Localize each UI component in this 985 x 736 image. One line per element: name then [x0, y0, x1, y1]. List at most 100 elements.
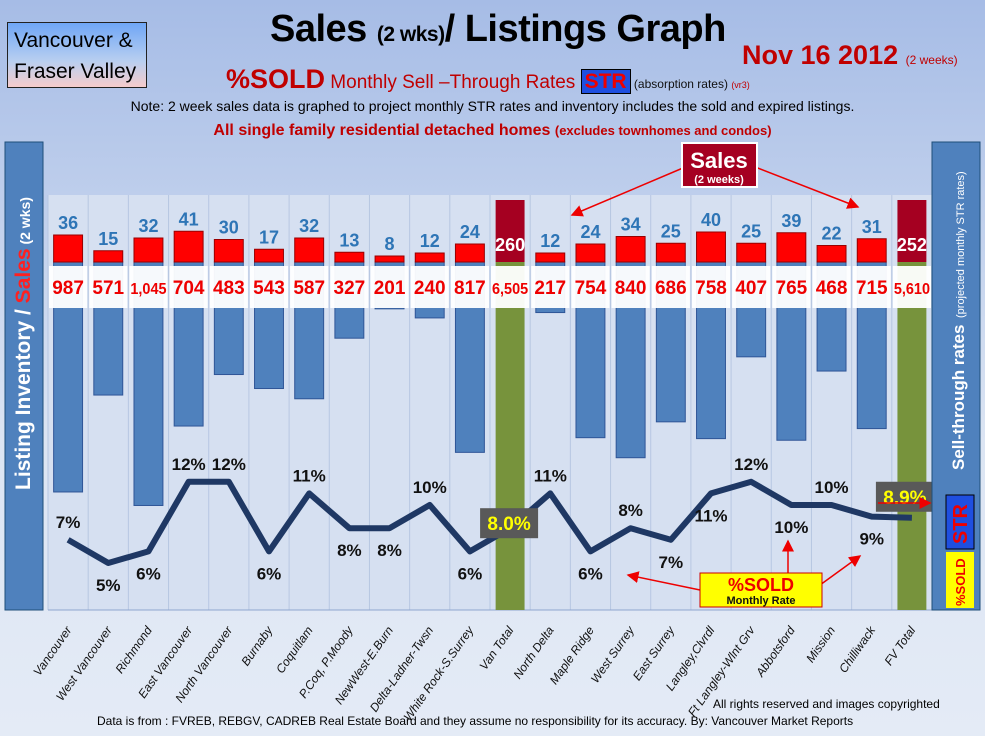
sales-label: 17 — [259, 227, 279, 247]
inventory-label: 5,610 — [894, 281, 930, 298]
title-rest: / Listings Graph — [444, 8, 727, 50]
annotation-arrow — [749, 164, 860, 209]
date-small: (2 weeks) — [905, 53, 958, 67]
str-label: 12% — [172, 455, 206, 474]
category-label: FV Total — [882, 623, 919, 668]
str-label: 7% — [56, 513, 81, 532]
inventory-label-bg — [169, 266, 208, 308]
str-label: 10% — [774, 518, 808, 537]
sales-bar — [213, 239, 244, 263]
sales-label: 13 — [339, 230, 359, 250]
inventory-label: 758 — [695, 278, 727, 299]
inventory-label: 754 — [575, 278, 607, 299]
inventory-label: 686 — [655, 278, 687, 299]
str-label: 6% — [136, 564, 161, 583]
data-source: Data is from : FVREB, REBGV, CADREB Real… — [97, 714, 854, 728]
inventory-label-bg — [249, 266, 289, 308]
sales-callout-small: (2 weeks) — [694, 174, 744, 186]
region-label: Vancouver & Fraser Valley — [7, 22, 147, 88]
category-label: Richmond — [112, 623, 155, 676]
sales-callout-text: Sales — [690, 148, 748, 173]
sales-label: 40 — [701, 210, 721, 230]
sales-bar — [535, 252, 566, 263]
sales-bar — [334, 251, 365, 263]
str-badge: STR — [580, 69, 631, 94]
sales-bar — [173, 230, 204, 263]
sales-bar — [856, 238, 887, 263]
copyright: All rights reserved and images copyright… — [713, 697, 940, 711]
annotation-arrow — [626, 571, 701, 591]
inventory-label: 1,045 — [130, 281, 166, 298]
scope-small: (excludes townhomes and condos) — [554, 123, 772, 138]
str-label: 7% — [659, 553, 684, 572]
sales-label: 32 — [299, 216, 319, 236]
sales-bar — [93, 250, 124, 263]
inventory-label: 543 — [253, 278, 285, 299]
inventory-label-bg — [129, 266, 168, 308]
inventory-label: 817 — [454, 278, 486, 299]
str-label: 6% — [257, 564, 282, 583]
str-label: 10% — [815, 478, 849, 497]
inventory-label: 987 — [52, 278, 84, 299]
sales-callout — [681, 142, 758, 188]
inventory-label-bg — [772, 266, 811, 308]
category-label: Abbotsford — [752, 623, 798, 680]
sales-label: 32 — [138, 216, 158, 236]
right-str-badge — [945, 494, 975, 550]
category-label: Coquitlam — [273, 624, 315, 676]
inventory-label: 6,505 — [492, 281, 528, 298]
title-main: Sales — [270, 8, 367, 50]
sales-bar — [816, 245, 847, 263]
sales-label: 25 — [741, 221, 761, 241]
inventory-label: 468 — [816, 278, 848, 299]
right-sold-text: %SOLD — [953, 558, 968, 606]
sales-bar — [575, 243, 606, 263]
sales-label: 24 — [580, 222, 600, 242]
category-label: White Rock-S.Surrey — [401, 623, 477, 724]
inventory-label-bg — [410, 266, 449, 308]
right-str-text: STR — [950, 503, 972, 544]
annotation-arrow — [570, 164, 691, 217]
inventory-label-bg — [691, 266, 731, 308]
str-line — [66, 478, 912, 566]
region-line-2: Fraser Valley — [14, 60, 137, 83]
str-label: 8.0% — [487, 514, 530, 535]
version-text: (vr3) — [731, 80, 750, 90]
sales-bar — [776, 232, 807, 263]
category-label: Mission — [803, 623, 838, 665]
right-sold-badge — [946, 552, 974, 608]
inventory-label-bg — [49, 266, 88, 308]
category-label: Chilliwack — [836, 623, 879, 676]
sold-callout-text: %SOLD — [728, 575, 794, 595]
category-label: Burnaby — [238, 623, 276, 668]
inventory-label-bg — [852, 266, 891, 308]
note: Note: 2 week sales data is graphed to pr… — [130, 98, 855, 114]
subtitle: %SOLD Monthly Sell –Through Rates STR (a… — [226, 64, 750, 95]
str-label: 6% — [578, 564, 603, 583]
absorption-text: (absorption rates) — [630, 77, 732, 91]
sales-label: 30 — [219, 218, 239, 238]
str-label: 6% — [458, 564, 483, 583]
inventory-label-bg — [892, 266, 931, 308]
sales-label: 36 — [58, 213, 78, 233]
str-label: 9% — [859, 530, 884, 549]
inventory-label: 201 — [374, 278, 406, 299]
inventory-label: 704 — [173, 278, 205, 299]
total-inventory-bar — [897, 262, 927, 610]
inventory-label: 407 — [735, 278, 767, 299]
sales-label: 260 — [495, 235, 525, 255]
sales-bar — [133, 237, 164, 263]
str-label: 11% — [694, 506, 727, 525]
inventory-label: 327 — [334, 278, 366, 299]
inventory-label-bg — [209, 266, 248, 308]
inventory-label: 571 — [92, 278, 124, 299]
right-axis-title: Sell-through rates — [949, 325, 968, 470]
sold-text: %SOLD — [226, 64, 326, 94]
sales-label: 39 — [781, 211, 801, 231]
sold-callout — [699, 572, 823, 608]
inventory-label: 840 — [615, 278, 647, 299]
str-label: 8.9% — [883, 488, 926, 509]
inventory-label-bg — [89, 266, 128, 308]
str-label: 11% — [293, 466, 326, 485]
annotation-arrow — [819, 555, 862, 586]
